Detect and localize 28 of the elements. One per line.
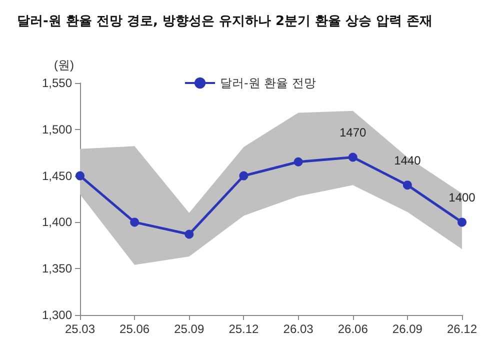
y-tick-label: 1,500 xyxy=(42,122,72,136)
chart-title: 달러-원 환율 전망 경로, 방향성은 유지하나 2분기 환율 상승 압력 존재 xyxy=(17,14,433,29)
x-tick-label: 26.06 xyxy=(338,322,368,336)
point xyxy=(402,180,412,190)
point xyxy=(458,218,466,227)
point xyxy=(239,171,248,180)
point xyxy=(294,157,303,166)
x-tick-label: 26.09 xyxy=(392,322,423,336)
y-tick-label: 1,300 xyxy=(42,308,72,322)
y-axis-title: (원) xyxy=(54,58,74,72)
x-tick-label: 25.03 xyxy=(64,322,96,336)
x-tick-label: 26.03 xyxy=(283,322,314,336)
point xyxy=(130,218,140,227)
point xyxy=(184,230,194,239)
y-tick-label: 1,550 xyxy=(42,76,72,90)
data-label: 1440 xyxy=(394,154,422,168)
x-tick-label: 25.09 xyxy=(174,322,204,336)
y-tick-label: 1,350 xyxy=(42,262,72,276)
x-tick-label: 25.12 xyxy=(228,322,260,336)
point xyxy=(76,171,84,180)
y-tick-label: 1,450 xyxy=(42,168,72,183)
x-tick-label: 26.12 xyxy=(446,322,478,336)
data-label: 1400 xyxy=(448,190,476,205)
x-tick-label: 25.06 xyxy=(120,322,150,336)
data-label: 1470 xyxy=(340,126,367,140)
point xyxy=(348,152,358,162)
legend-label: 달러-원 환율 전망 xyxy=(220,76,316,90)
y-tick-label: 1,400 xyxy=(42,215,72,230)
